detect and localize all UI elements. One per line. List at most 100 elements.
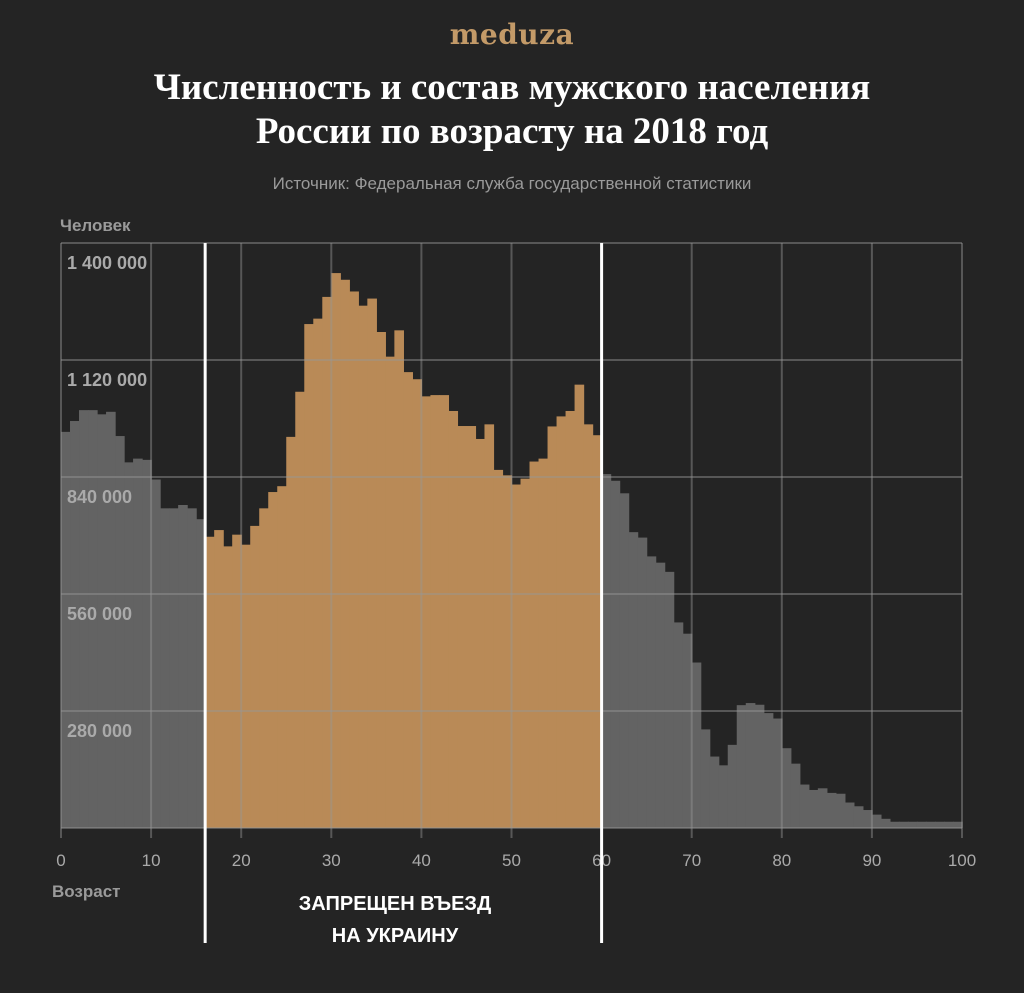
bar-age-55 [556, 416, 567, 828]
bar-age-43 [448, 410, 459, 828]
bar-age-63 [628, 532, 639, 828]
bar-age-3 [88, 410, 98, 828]
bar-age-27 [304, 324, 314, 828]
bar-age-96 [925, 821, 936, 828]
bar-age-49 [502, 475, 513, 828]
x-tick-label: 50 [502, 851, 521, 870]
bar-age-23 [268, 492, 278, 828]
bar-age-61 [610, 480, 621, 828]
bar-age-11 [160, 508, 170, 828]
bar-age-53 [538, 458, 549, 828]
bar-age-8 [133, 458, 143, 828]
bar-age-42 [439, 395, 450, 828]
bar-age-68 [673, 622, 684, 828]
y-tick-label: 1 400 000 [67, 253, 147, 273]
bar-age-77 [754, 704, 765, 828]
x-tick-label: 0 [56, 851, 65, 870]
bar-age-26 [295, 391, 305, 828]
x-tick-label: 30 [322, 851, 341, 870]
bar-age-18 [223, 546, 233, 828]
bar-age-93 [898, 821, 909, 828]
bar-age-24 [277, 486, 287, 828]
meduza-logo: meduza [449, 18, 575, 51]
bar-age-60 [601, 474, 612, 828]
bar-age-41 [430, 395, 441, 828]
chart-source: Источник: Федеральная служба государстве… [272, 174, 752, 193]
range-markers [203, 243, 604, 943]
bar-age-91 [880, 818, 891, 828]
x-tick-label: 10 [142, 851, 161, 870]
bar-age-40 [421, 396, 432, 828]
bar-age-73 [718, 765, 729, 828]
x-axis-label: Возраст [52, 882, 121, 901]
y-tick-labels: 280 000 560 000 840 000 1 120 000 1 400 000 [67, 253, 147, 741]
bar-age-67 [664, 571, 675, 828]
bar-age-98 [943, 821, 954, 828]
bar-age-85 [826, 792, 837, 828]
bar-age-82 [799, 784, 810, 828]
x-tick-label: 90 [862, 851, 881, 870]
x-tick-label: 40 [412, 851, 431, 870]
bar-age-51 [520, 478, 531, 828]
bar-age-21 [250, 525, 260, 828]
bar-age-83 [808, 789, 819, 828]
bar-age-46 [475, 438, 486, 828]
bar-age-30 [331, 273, 341, 829]
bar-age-50 [511, 484, 522, 828]
y-axis-label: Человек [60, 216, 131, 235]
bar-age-28 [313, 318, 323, 828]
bar-age-76 [745, 703, 756, 828]
bar-age-10 [151, 479, 161, 828]
bar-age-17 [214, 530, 224, 828]
bar-age-19 [232, 534, 242, 828]
bar-age-81 [790, 763, 801, 828]
bar-age-80 [781, 748, 792, 828]
bar-age-9 [142, 459, 152, 828]
x-tick-label: 80 [772, 851, 791, 870]
bar-age-5 [106, 411, 116, 828]
bar-age-95 [916, 821, 927, 828]
bar-age-22 [259, 508, 269, 828]
y-tick-label: 280 000 [67, 721, 132, 741]
bar-age-69 [682, 633, 693, 828]
bar-age-72 [709, 756, 720, 828]
x-tick-label: 20 [232, 851, 251, 870]
bar-age-89 [862, 810, 873, 828]
bar-age-36 [385, 356, 395, 828]
bar-age-84 [817, 788, 828, 828]
bar-age-15 [196, 519, 206, 828]
bar-age-0 [61, 431, 71, 828]
title-line-2: России по возрасту на 2018 год [255, 111, 769, 152]
bar-age-6 [115, 436, 125, 828]
y-tick-label: 560 000 [67, 604, 132, 624]
bar-age-37 [394, 330, 404, 828]
bar-age-64 [637, 537, 648, 828]
bar-age-58 [583, 424, 594, 828]
bar-age-62 [619, 493, 630, 828]
bar-age-52 [529, 461, 540, 828]
bar-age-71 [700, 729, 711, 828]
bar-age-87 [844, 802, 855, 828]
bar-age-34 [367, 298, 377, 828]
bar-age-79 [772, 718, 783, 828]
annotation-line-2: НА УКРАИНУ [332, 925, 459, 947]
y-tick-label: 1 120 000 [67, 370, 147, 390]
bar-age-13 [178, 504, 188, 828]
bar-age-48 [493, 469, 504, 828]
bar-age-45 [466, 426, 477, 828]
bar-age-74 [727, 744, 738, 828]
bar-age-20 [241, 544, 251, 828]
bar-age-56 [565, 410, 576, 828]
bar-age-31 [340, 279, 350, 828]
bar-age-54 [547, 426, 558, 828]
bar-age-32 [349, 291, 359, 828]
bar-age-16 [205, 536, 215, 828]
bars-group [61, 273, 963, 829]
bar-age-14 [187, 508, 197, 828]
bar-age-70 [691, 662, 702, 828]
bar-age-12 [169, 508, 179, 828]
title-line-1: Численность и состав мужского населения [153, 67, 871, 108]
bar-age-38 [403, 372, 413, 828]
bar-age-94 [907, 821, 918, 828]
